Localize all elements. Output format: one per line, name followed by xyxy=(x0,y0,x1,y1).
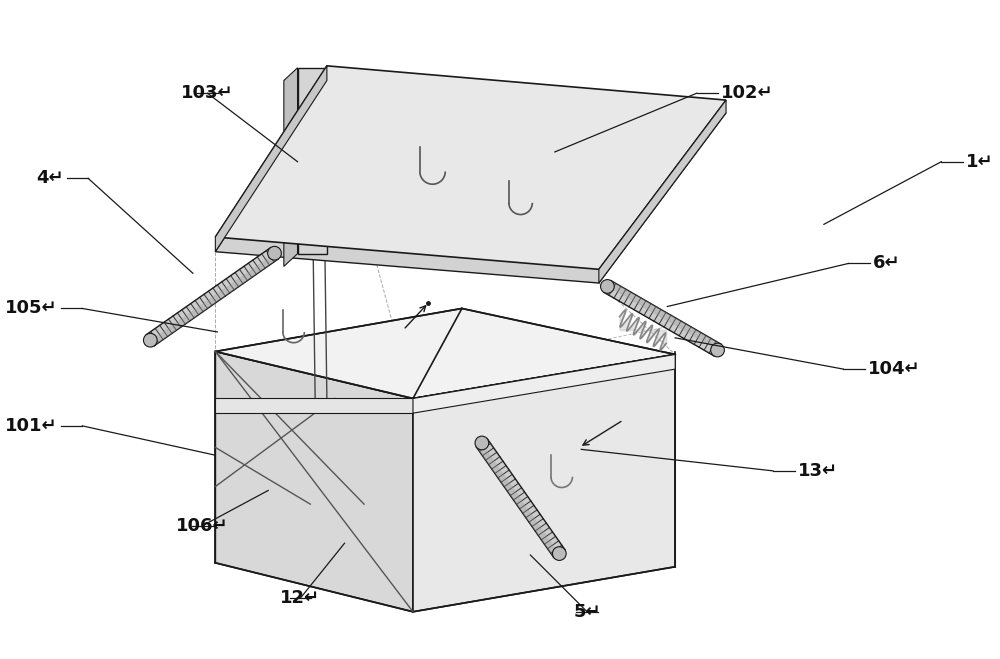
Text: 1↵: 1↵ xyxy=(966,153,993,171)
Text: 104↵: 104↵ xyxy=(868,360,921,378)
Polygon shape xyxy=(413,355,675,413)
Text: 102↵: 102↵ xyxy=(721,84,774,102)
Polygon shape xyxy=(607,281,721,350)
Text: 5↵: 5↵ xyxy=(573,603,601,621)
Polygon shape xyxy=(215,80,726,283)
Polygon shape xyxy=(413,355,675,612)
Text: 103↵: 103↵ xyxy=(181,84,234,102)
Polygon shape xyxy=(476,439,565,558)
Circle shape xyxy=(711,343,724,357)
Polygon shape xyxy=(150,253,278,346)
Text: 12↵: 12↵ xyxy=(280,589,321,607)
Polygon shape xyxy=(284,68,298,266)
Text: 106↵: 106↵ xyxy=(176,517,229,534)
Text: 6↵: 6↵ xyxy=(873,254,900,272)
Circle shape xyxy=(143,333,157,347)
Polygon shape xyxy=(215,351,413,612)
Polygon shape xyxy=(298,68,327,254)
Polygon shape xyxy=(215,399,413,413)
Polygon shape xyxy=(215,66,327,252)
Text: 4↵: 4↵ xyxy=(36,169,64,187)
Polygon shape xyxy=(215,308,675,399)
Text: 101↵: 101↵ xyxy=(5,417,58,435)
Polygon shape xyxy=(146,248,278,346)
Text: 13↵: 13↵ xyxy=(797,462,838,480)
Polygon shape xyxy=(599,100,726,283)
Polygon shape xyxy=(604,281,721,356)
Circle shape xyxy=(475,436,489,450)
Circle shape xyxy=(552,547,566,560)
Polygon shape xyxy=(476,443,559,558)
Text: 105↵: 105↵ xyxy=(5,299,58,318)
Circle shape xyxy=(268,246,281,260)
Circle shape xyxy=(601,279,614,293)
Polygon shape xyxy=(215,66,726,270)
